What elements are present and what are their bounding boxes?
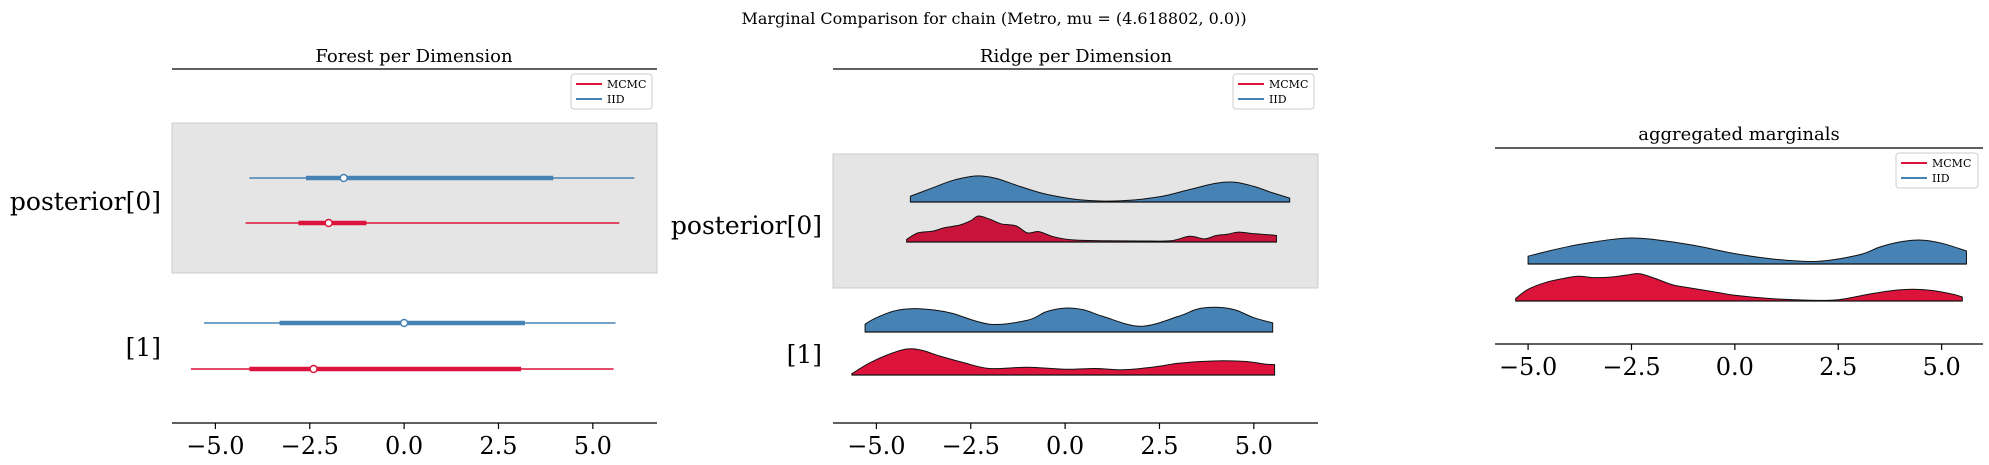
- x-tick-label: −2.5: [942, 432, 1000, 460]
- ridge-marks: [851, 175, 1291, 376]
- x-tick-label: 2.5: [1140, 432, 1178, 460]
- ridge-panel: Ridge per Dimension posterior[0] [1] −5.…: [671, 46, 1319, 460]
- legend-iid-label: IID: [1932, 172, 1950, 185]
- ridge-density-iid: [1527, 237, 1967, 265]
- ridge-density-mcmc: [906, 215, 1277, 243]
- forest-x-ticks: −5.0 −2.5 0.0 2.5 5.0: [186, 423, 612, 460]
- shaded-band-posterior0: [171, 122, 658, 274]
- ridge-density-mcmc: [851, 348, 1276, 376]
- forest-panel: Forest per Dimension posterior[0] [1] −5…: [10, 46, 658, 460]
- legend-iid-label: IID: [607, 93, 625, 106]
- aggregated-x-ticks: −5.0 −2.5 0.0 2.5 5.0: [1499, 344, 1961, 381]
- x-tick-label: 0.0: [385, 432, 423, 460]
- median-point: [324, 218, 333, 228]
- aggregated-panel: aggregated marginals −5.0 −2.5 0.0 2.5 5.0 M…: [1495, 124, 1983, 381]
- legend-mcmc-label: MCMC: [607, 78, 646, 91]
- ridge-density-mcmc: [1515, 273, 1963, 302]
- x-tick-label: −5.0: [847, 432, 905, 460]
- legend-box: [1895, 152, 1979, 189]
- legend-mcmc-label: MCMC: [1932, 157, 1971, 170]
- x-tick-label: 0.0: [1046, 432, 1084, 460]
- forest-interval-iid: [204, 318, 616, 328]
- forest-interval-mcmc: [190, 364, 614, 374]
- aggregated-marks: [1515, 237, 1967, 302]
- x-tick-label: 2.5: [1819, 353, 1857, 381]
- forest-ylabel-posterior0: posterior[0]: [10, 187, 161, 216]
- median-point: [339, 173, 348, 183]
- x-tick-label: −5.0: [1499, 353, 1557, 381]
- x-tick-label: 0.0: [1716, 353, 1754, 381]
- ridge-density-iid: [864, 306, 1274, 333]
- shaded-band-posterior0: [832, 153, 1319, 289]
- median-point: [309, 364, 318, 374]
- x-tick-label: 5.0: [574, 432, 612, 460]
- ridge-density-iid: [909, 175, 1291, 203]
- x-tick-label: −2.5: [1602, 353, 1660, 381]
- legend-box: [1232, 73, 1315, 110]
- ridge-ylabel-posterior0: posterior[0]: [671, 211, 822, 240]
- ridge-ylabel-dim1: [1]: [787, 340, 822, 369]
- x-tick-label: 2.5: [479, 432, 517, 460]
- forest-interval-mcmc: [245, 218, 620, 228]
- x-tick-label: 5.0: [1235, 432, 1273, 460]
- forest-legend: MCMC IID: [570, 73, 653, 110]
- ridge-legend: MCMC IID: [1232, 73, 1315, 110]
- forest-marks: [190, 173, 635, 374]
- legend-iid-label: IID: [1269, 93, 1287, 106]
- ridge-panel-title: Ridge per Dimension: [980, 46, 1173, 67]
- figure-suptitle: Marginal Comparison for chain (Metro, mu…: [741, 9, 1246, 28]
- ridge-x-ticks: −5.0 −2.5 0.0 2.5 5.0: [847, 423, 1273, 460]
- x-tick-label: −2.5: [281, 432, 339, 460]
- forest-panel-title: Forest per Dimension: [315, 46, 513, 67]
- forest-ylabel-dim1: [1]: [126, 333, 161, 362]
- legend-box: [570, 73, 653, 110]
- x-tick-label: −5.0: [186, 432, 244, 460]
- median-point: [399, 318, 409, 328]
- forest-interval-iid: [249, 173, 635, 183]
- aggregated-legend: MCMC IID: [1895, 152, 1979, 189]
- x-tick-label: 5.0: [1923, 353, 1961, 381]
- legend-mcmc-label: MCMC: [1269, 78, 1308, 91]
- aggregated-panel-title: aggregated marginals: [1638, 124, 1839, 145]
